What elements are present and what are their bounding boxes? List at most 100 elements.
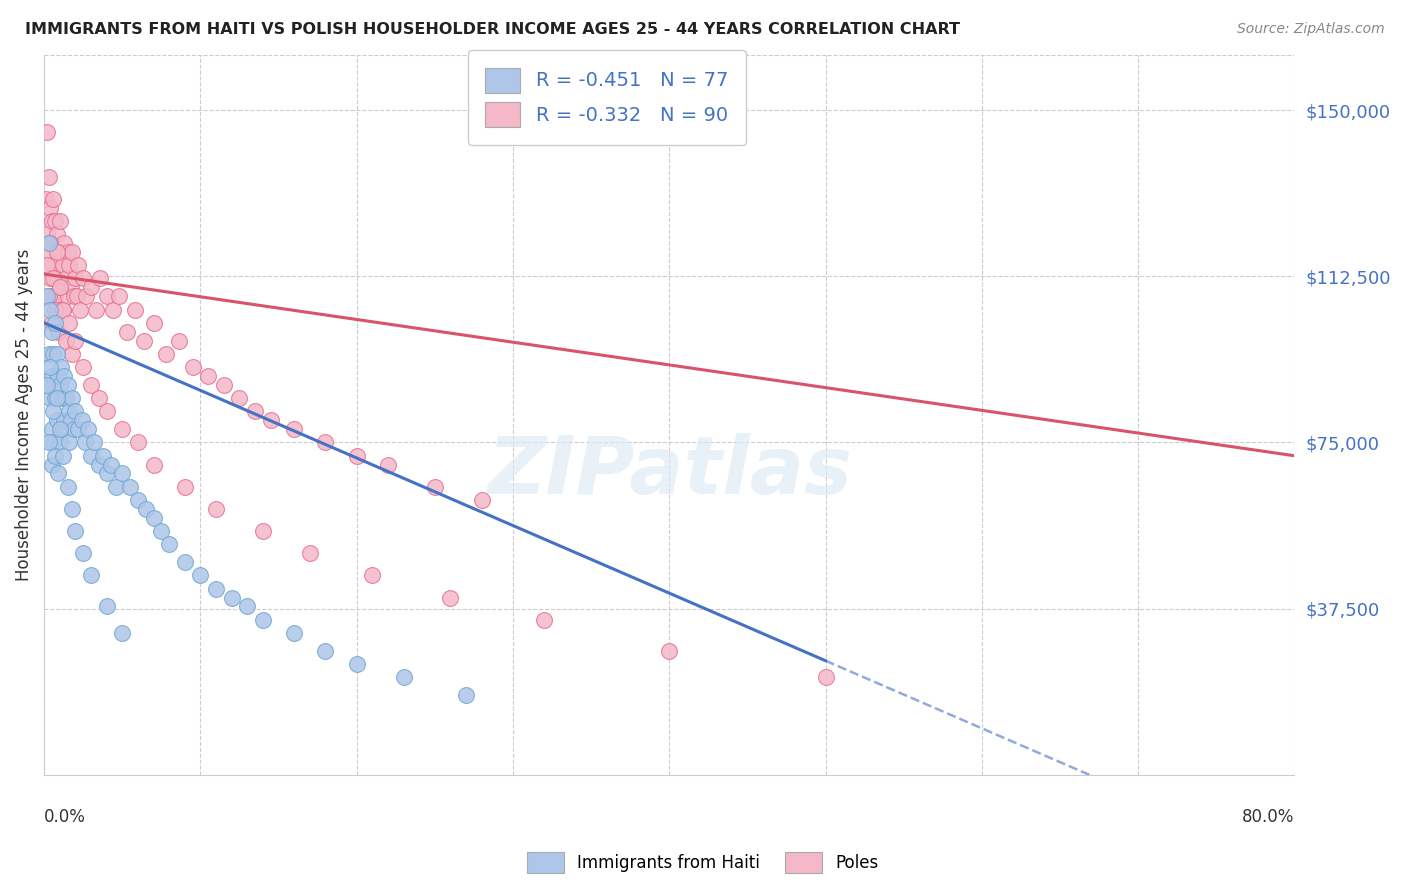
Point	[67, 258, 90, 272]
Text: Source: ZipAtlas.com: Source: ZipAtlas.com	[1237, 22, 1385, 37]
Text: ZIPatlas: ZIPatlas	[486, 434, 852, 511]
Point	[55, 391, 77, 405]
Point	[533, 613, 555, 627]
Point	[38, 347, 60, 361]
Point	[105, 480, 128, 494]
Point	[45, 413, 67, 427]
Point	[41, 289, 63, 303]
Point	[72, 546, 94, 560]
Point	[44, 302, 66, 317]
Point	[70, 413, 93, 427]
Point	[44, 391, 66, 405]
Point	[205, 502, 228, 516]
Point	[56, 244, 79, 259]
Point	[150, 524, 173, 538]
Point	[80, 377, 103, 392]
Point	[41, 369, 63, 384]
Point	[142, 316, 165, 330]
Point	[56, 377, 79, 392]
Point	[76, 422, 98, 436]
Point	[423, 480, 446, 494]
Point	[111, 467, 134, 481]
Point	[48, 377, 70, 392]
Point	[37, 227, 59, 242]
Point	[60, 244, 83, 259]
Point	[41, 316, 63, 330]
Point	[101, 302, 124, 317]
Point	[157, 537, 180, 551]
Point	[42, 192, 65, 206]
Point	[45, 271, 67, 285]
Point	[115, 325, 138, 339]
Point	[814, 670, 837, 684]
Point	[45, 244, 67, 259]
Point	[44, 449, 66, 463]
Point	[58, 258, 80, 272]
Point	[120, 480, 142, 494]
Point	[48, 435, 70, 450]
Point	[53, 235, 76, 250]
Point	[72, 271, 94, 285]
Point	[46, 369, 69, 384]
Point	[53, 369, 76, 384]
Point	[173, 555, 195, 569]
Point	[298, 546, 321, 560]
Point	[221, 591, 243, 605]
Point	[39, 360, 62, 375]
Point	[58, 316, 80, 330]
Point	[243, 404, 266, 418]
Point	[38, 169, 60, 184]
Point	[124, 302, 146, 317]
Point	[55, 271, 77, 285]
Point	[236, 599, 259, 614]
Point	[80, 568, 103, 582]
Point	[38, 244, 60, 259]
Point	[658, 644, 681, 658]
Point	[46, 244, 69, 259]
Point	[42, 377, 65, 392]
Text: 0.0%: 0.0%	[44, 807, 86, 826]
Point	[44, 289, 66, 303]
Point	[142, 458, 165, 472]
Point	[53, 413, 76, 427]
Point	[37, 125, 59, 139]
Point	[96, 404, 118, 418]
Point	[42, 435, 65, 450]
Point	[42, 347, 65, 361]
Point	[173, 480, 195, 494]
Point	[56, 289, 79, 303]
Point	[38, 435, 60, 450]
Point	[142, 510, 165, 524]
Point	[181, 360, 204, 375]
Point	[96, 289, 118, 303]
Point	[45, 391, 67, 405]
Point	[89, 271, 111, 285]
Point	[127, 493, 149, 508]
Point	[37, 377, 59, 392]
Point	[44, 316, 66, 330]
Point	[135, 502, 157, 516]
Point	[471, 493, 494, 508]
Point	[205, 582, 228, 596]
Point	[42, 258, 65, 272]
Point	[52, 302, 75, 317]
Point	[73, 435, 96, 450]
Point	[361, 568, 384, 582]
Point	[59, 413, 82, 427]
Point	[52, 449, 75, 463]
Point	[58, 404, 80, 418]
Point	[41, 422, 63, 436]
Point	[39, 201, 62, 215]
Point	[44, 214, 66, 228]
Point	[93, 449, 115, 463]
Point	[39, 391, 62, 405]
Point	[127, 435, 149, 450]
Point	[38, 235, 60, 250]
Point	[52, 422, 75, 436]
Point	[52, 391, 75, 405]
Point	[228, 391, 250, 405]
Point	[52, 302, 75, 317]
Point	[84, 302, 107, 317]
Point	[83, 435, 105, 450]
Point	[96, 599, 118, 614]
